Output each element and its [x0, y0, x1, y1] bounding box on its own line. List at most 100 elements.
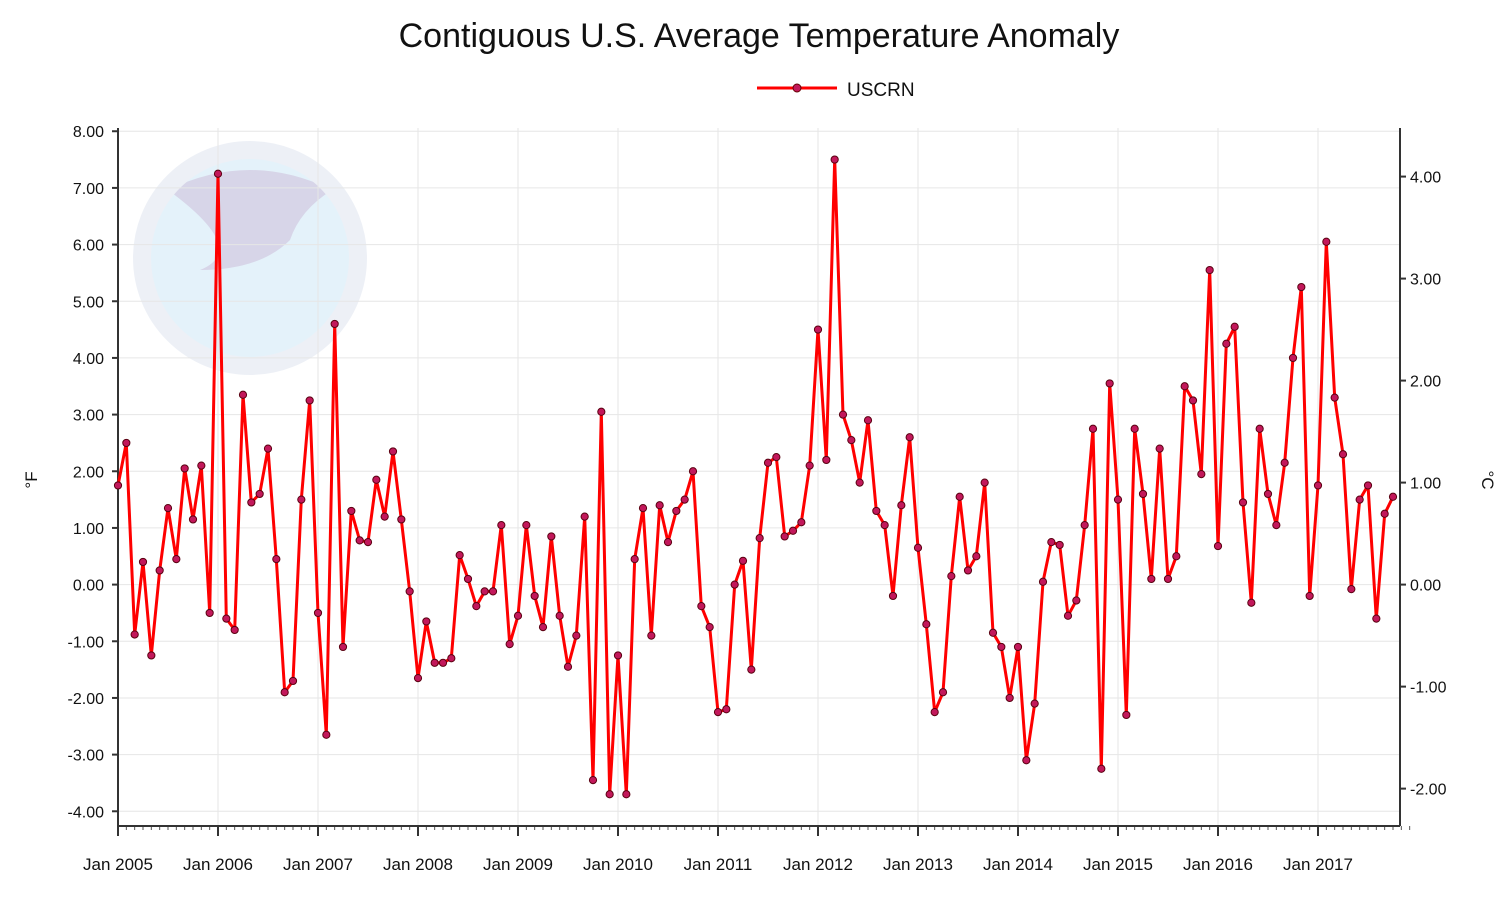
- data-point: [872, 506, 881, 516]
- data-point: [905, 433, 914, 442]
- data-point: [572, 631, 581, 640]
- data-point: [130, 630, 139, 639]
- y-tick-label: 6.00: [73, 238, 104, 255]
- data-point: [338, 642, 348, 652]
- data-point: [647, 631, 656, 640]
- data-point: [738, 556, 748, 565]
- legend: USCRN: [757, 80, 915, 101]
- data-point: [372, 475, 381, 484]
- data-point: [447, 654, 456, 663]
- data-point: [588, 776, 598, 785]
- data-point: [947, 571, 956, 581]
- data-point: [180, 464, 189, 473]
- x-tick-label: Jan 2005: [83, 855, 153, 874]
- x-tick-label: Jan 2012: [783, 855, 853, 874]
- legend-marker: [792, 83, 802, 93]
- data-point: [763, 458, 773, 467]
- data-point: [1255, 424, 1264, 433]
- data-point: [1105, 379, 1114, 388]
- data-point: [363, 537, 373, 547]
- data-point: [780, 532, 789, 541]
- data-point: [922, 620, 931, 629]
- data-point: [1047, 537, 1056, 547]
- data-point: [963, 566, 973, 575]
- data-point: [247, 498, 256, 507]
- data-point: [438, 658, 448, 667]
- data-point: [1013, 642, 1023, 652]
- x-tick-label: Jan 2017: [1283, 855, 1353, 874]
- data-point: [1238, 498, 1248, 507]
- x-tick-label: Jan 2015: [1083, 855, 1153, 874]
- data-point: [563, 662, 573, 671]
- data-point: [513, 611, 523, 620]
- data-point: [672, 506, 681, 516]
- data-point: [1272, 520, 1281, 530]
- data-point: [1247, 598, 1256, 607]
- data-point: [1055, 540, 1064, 550]
- data-point: [355, 536, 364, 545]
- data-point: [1097, 764, 1106, 773]
- x-tick-label: Jan 2008: [383, 855, 453, 874]
- data-point: [1263, 489, 1273, 499]
- data-point: [1080, 520, 1089, 530]
- data-point: [230, 625, 239, 635]
- chart-title: Contiguous U.S. Average Temperature Anom…: [399, 17, 1120, 55]
- data-point: [347, 506, 356, 516]
- data-point: [163, 503, 173, 513]
- y-tick-label: 0.00: [73, 578, 104, 595]
- y2-tick-label: 1.00: [1410, 476, 1441, 493]
- data-point: [863, 416, 873, 425]
- y-tick-label: 2.00: [73, 464, 104, 481]
- data-point: [1230, 322, 1239, 331]
- data-point: [1205, 265, 1214, 275]
- y2-tick-label: 3.00: [1410, 272, 1441, 289]
- data-point: [522, 520, 531, 530]
- data-point: [1280, 458, 1289, 467]
- data-point: [1088, 424, 1098, 433]
- data-point: [830, 155, 839, 164]
- data-point: [705, 623, 714, 632]
- x-tick-label: Jan 2010: [583, 855, 653, 874]
- data-point: [1147, 574, 1156, 584]
- data-point: [972, 552, 981, 561]
- data-point: [655, 501, 664, 510]
- data-point: [547, 532, 556, 541]
- data-point: [1063, 611, 1073, 620]
- noaa-watermark: [133, 141, 367, 375]
- x-tick-label: Jan 2016: [1183, 855, 1253, 874]
- data-point: [430, 658, 439, 667]
- data-point: [613, 651, 623, 660]
- data-point: [980, 478, 989, 487]
- data-point: [1330, 393, 1339, 402]
- x-tick-label: Jan 2007: [283, 855, 353, 874]
- y-tick-label: 7.00: [73, 181, 104, 198]
- y2-tick-label: 0.00: [1410, 578, 1441, 595]
- data-point: [847, 435, 856, 445]
- data-point: [330, 319, 339, 329]
- data-point: [930, 708, 939, 717]
- data-point: [772, 452, 781, 462]
- data-point: [155, 566, 164, 575]
- data-point: [1322, 237, 1331, 246]
- data-point: [622, 790, 631, 799]
- data-point: [1163, 574, 1173, 584]
- y-tick-label: -1.00: [68, 634, 105, 651]
- data-point: [1138, 489, 1148, 499]
- data-point: [1113, 495, 1123, 504]
- data-point: [472, 602, 481, 611]
- data-point: [1022, 756, 1031, 765]
- data-point: [1030, 699, 1039, 708]
- data-point: [1180, 382, 1189, 391]
- data-point: [797, 518, 806, 527]
- y2-axis-label: °C: [1478, 470, 1496, 489]
- axes: 8.00 7.00 6.00 5.00 4.00 3.00 2.00 1.00 0.00 -1.0…: [68, 124, 1447, 874]
- y-tick-label: 4.00: [73, 351, 104, 368]
- data-point: [205, 608, 214, 618]
- data-point: [988, 628, 998, 637]
- data-point: [1372, 614, 1381, 623]
- data-point: [313, 608, 323, 618]
- data-point: [1122, 710, 1131, 720]
- y2-tick-label: -1.00: [1410, 680, 1447, 697]
- x-tick-label: Jan 2013: [883, 855, 953, 874]
- data-point: [397, 515, 406, 524]
